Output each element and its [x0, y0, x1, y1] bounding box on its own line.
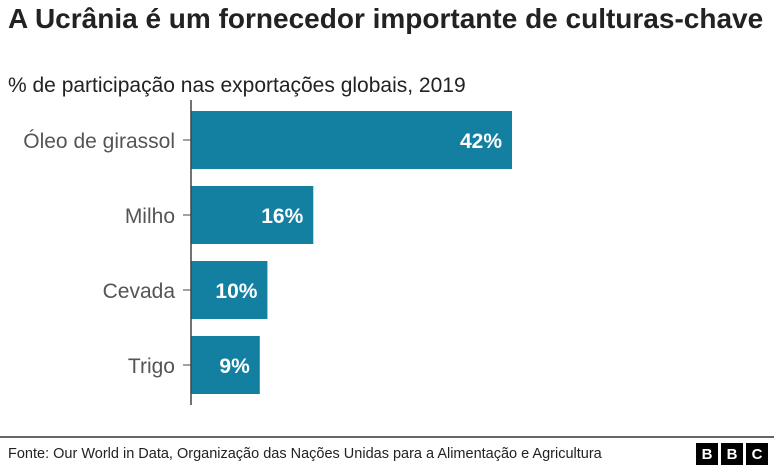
bar [191, 336, 260, 394]
bar [191, 186, 314, 244]
bar [191, 261, 268, 319]
category-label: Óleo de girassol [23, 130, 175, 153]
logo-letter: C [746, 443, 768, 465]
bar [191, 111, 512, 169]
chart-title: A Ucrânia é um fornecedor importante de … [8, 3, 764, 34]
footer-divider [0, 436, 774, 438]
bbc-logo: B B C [696, 443, 768, 465]
logo-letter: B [721, 443, 743, 465]
source-note: Fonte: Our World in Data, Organização da… [8, 446, 602, 462]
category-label: Cevada [103, 280, 176, 303]
category-label: Milho [125, 205, 175, 228]
data-label: 16% [261, 205, 303, 228]
data-label: 42% [460, 130, 502, 153]
logo-letter: B [696, 443, 718, 465]
data-label: 9% [219, 355, 250, 378]
chart-subtitle: % de participação nas exportações globai… [8, 74, 466, 97]
category-label: Trigo [128, 355, 175, 378]
data-label: 10% [215, 280, 257, 303]
